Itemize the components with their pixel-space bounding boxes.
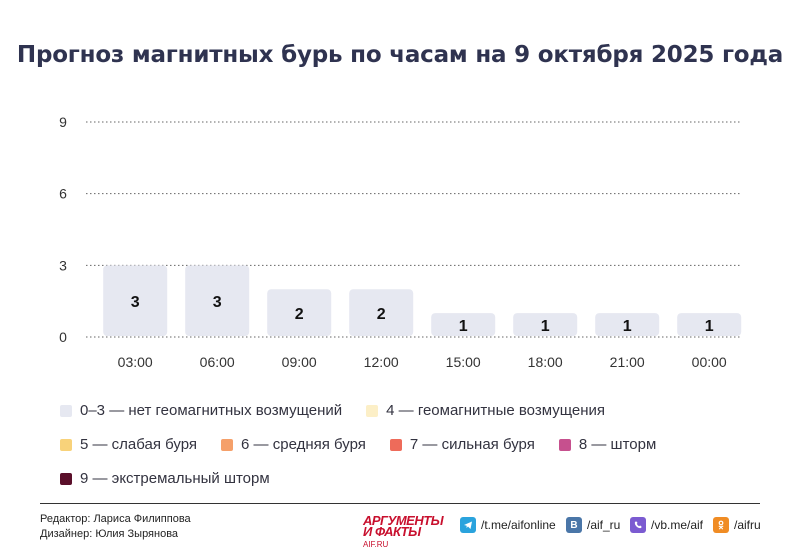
bar <box>267 289 332 336</box>
data-label: 1 <box>459 318 468 335</box>
data-label: 1 <box>705 318 714 335</box>
legend-label: 4 — геомагнитные возмущения <box>386 402 606 419</box>
legend-item-9: 9 — экстремальный шторм <box>60 470 270 487</box>
x-tick-label: 12:00 <box>364 354 399 370</box>
y-tick-label: 6 <box>59 186 67 202</box>
odnoklassniki-text: /aifru <box>734 518 761 532</box>
legend-label: 8 — шторм <box>578 436 657 453</box>
designer-credit: Дизайнер: Юлия Зырянова <box>40 528 179 540</box>
x-tick-label: 00:00 <box>692 354 727 370</box>
brand-line-1: АРГУМЕНТЫ <box>363 513 444 528</box>
bar <box>431 313 496 336</box>
legend-item-5: 5 — слабая буря <box>60 436 197 453</box>
legend-row-1: 0–3 — нет геомагнитных возмущений 4 — ге… <box>60 402 629 419</box>
bar-chart: 0 3 6 9 3 03:00 3 06:00 2 09:00 2 12:00 1 15:00 1 18:00… <box>59 114 742 370</box>
brand-line-2-wrap: И ФАКТЫ AIF.RU <box>363 524 449 550</box>
telegram-icon <box>460 517 476 533</box>
legend-label: 6 — средняя буря <box>241 436 366 453</box>
legend-item-8: 8 — шторм <box>558 436 657 453</box>
x-tick-label: 03:00 <box>118 354 153 370</box>
bar <box>677 313 742 336</box>
legend-swatch <box>60 472 72 485</box>
bar <box>349 289 414 336</box>
legend-swatch <box>389 438 402 451</box>
vk-link[interactable]: В /aif_ru <box>566 517 620 533</box>
x-tick-label: 21:00 <box>610 354 645 370</box>
y-tick-label: 3 <box>59 257 67 273</box>
legend-swatch <box>60 404 72 417</box>
data-label: 2 <box>377 306 386 323</box>
viber-link[interactable]: /vb.me/aif <box>630 517 703 533</box>
bar <box>513 313 578 336</box>
legend-item-0-3: 0–3 — нет геомагнитных возмущений <box>60 402 342 419</box>
aif-logo[interactable]: АРГУМЕНТЫ И ФАКТЫ AIF.RU <box>363 513 449 550</box>
brand-line-2: И ФАКТЫ <box>363 524 421 539</box>
legend-label: 0–3 — нет геомагнитных возмущений <box>80 402 343 419</box>
y-tick-label: 0 <box>59 329 67 345</box>
legend-item-6: 6 — средняя буря <box>221 436 366 453</box>
editor-credit: Редактор: Лариса Филиппова <box>40 513 191 525</box>
legend-item-7: 7 — сильная буря <box>389 436 535 453</box>
x-tick-label: 15:00 <box>446 354 481 370</box>
viber-icon <box>630 517 646 533</box>
telegram-link[interactable]: /t.me/aifonline <box>460 517 556 533</box>
legend-swatch <box>60 438 72 451</box>
bar <box>103 265 168 336</box>
x-tick-label: 06:00 <box>200 354 235 370</box>
data-label: 1 <box>541 318 550 335</box>
odnoklassniki-link[interactable]: /aifru <box>713 517 761 533</box>
legend-label: 9 — экстремальный шторм <box>80 470 270 487</box>
x-tick-label: 18:00 <box>528 354 563 370</box>
data-label: 3 <box>131 294 140 311</box>
bar <box>595 313 660 336</box>
brand-site: AIF.RU <box>363 540 389 549</box>
x-tick-label: 09:00 <box>282 354 317 370</box>
viber-text: /vb.me/aif <box>651 518 704 532</box>
legend-row-3: 9 — экстремальный шторм <box>60 470 294 487</box>
credits: Редактор: Лариса Филиппова Дизайнер: Юли… <box>40 512 191 542</box>
data-label: 3 <box>213 294 222 311</box>
legend-swatch <box>366 404 379 417</box>
y-tick-label: 9 <box>59 114 67 130</box>
data-label: 1 <box>623 318 632 335</box>
chart-title: Прогноз магнитных бурь по часам на 9 окт… <box>16 42 784 68</box>
bar <box>185 265 250 336</box>
vk-text: /aif_ru <box>587 518 621 532</box>
telegram-text: /t.me/aifonline <box>481 518 556 532</box>
legend-row-2: 5 — слабая буря 6 — средняя буря 7 — сил… <box>60 436 680 453</box>
legend-label: 5 — слабая буря <box>80 436 198 453</box>
legend-item-4: 4 — геомагнитные возмущения <box>366 402 605 419</box>
odnoklassniki-icon <box>713 517 729 533</box>
footer-divider <box>40 503 760 504</box>
vk-icon: В <box>566 517 582 533</box>
legend-label: 7 — сильная буря <box>409 436 535 453</box>
legend-swatch <box>558 438 571 451</box>
data-label: 2 <box>295 306 304 323</box>
legend-swatch <box>221 438 234 451</box>
